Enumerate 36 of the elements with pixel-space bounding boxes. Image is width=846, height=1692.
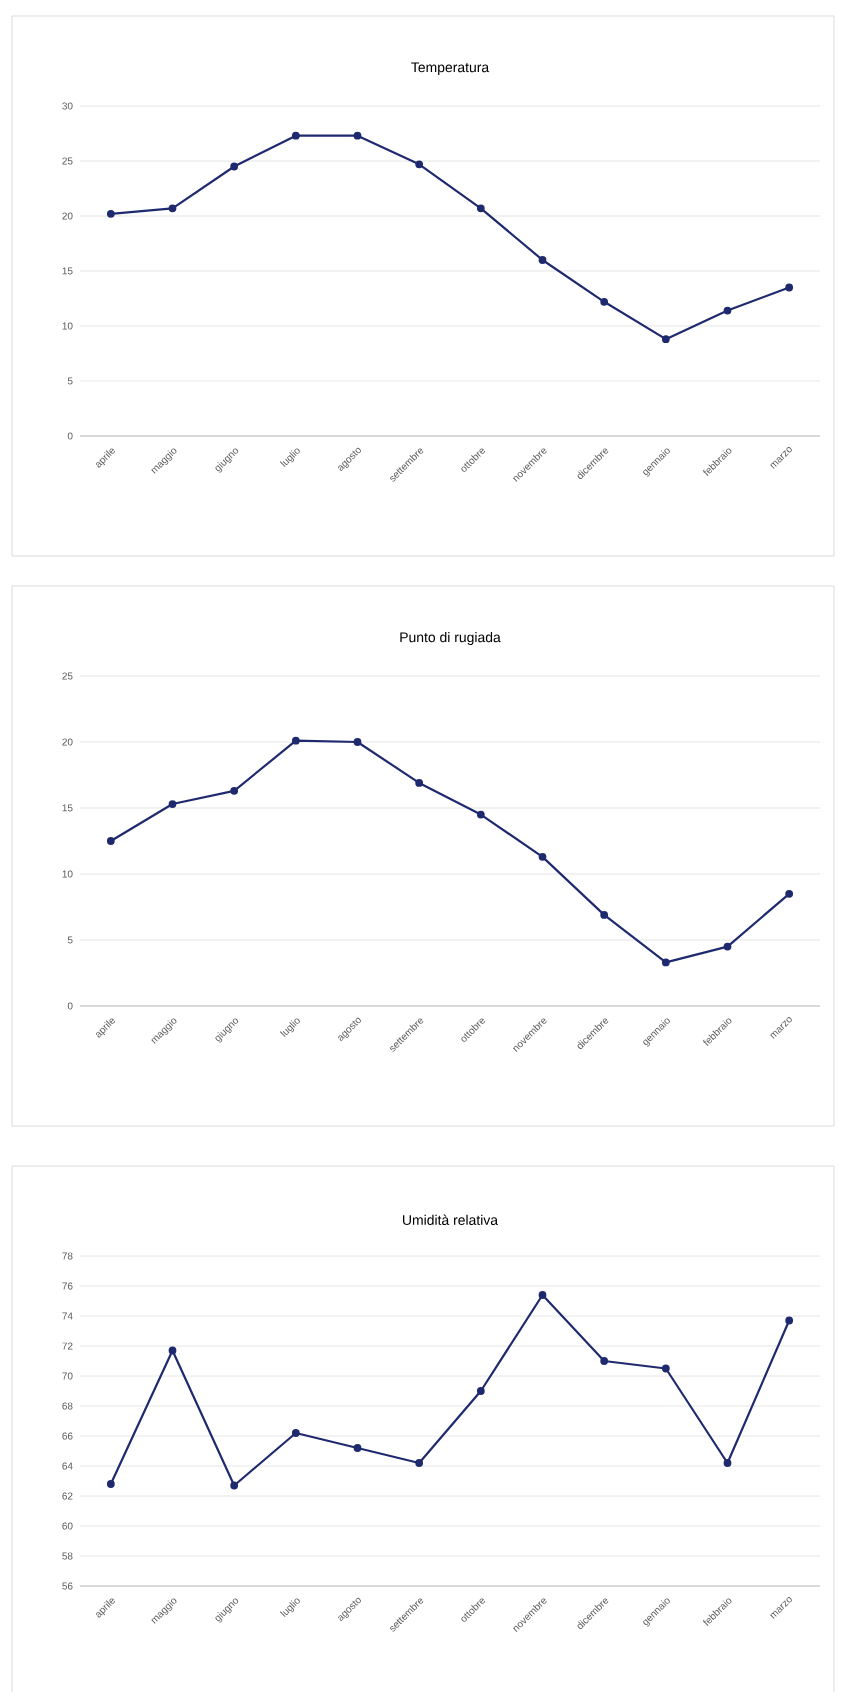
point — [661, 958, 670, 967]
point — [353, 131, 362, 140]
point — [723, 942, 732, 951]
point — [600, 1357, 609, 1365]
point — [661, 1364, 670, 1373]
point — [168, 800, 177, 808]
point — [106, 1480, 115, 1488]
point — [353, 738, 362, 746]
point — [600, 911, 609, 919]
point — [723, 306, 732, 315]
point — [415, 779, 424, 787]
point — [230, 786, 239, 795]
point — [538, 1291, 547, 1299]
point — [476, 810, 485, 819]
point — [291, 131, 300, 140]
point — [785, 889, 794, 898]
point — [106, 209, 115, 218]
point — [230, 1481, 239, 1490]
point — [785, 1316, 794, 1325]
point — [291, 1429, 300, 1437]
point — [353, 1444, 362, 1452]
point — [415, 1459, 424, 1467]
point — [785, 283, 794, 292]
point — [538, 852, 547, 861]
point — [661, 335, 670, 344]
point — [476, 204, 485, 213]
point — [415, 160, 424, 169]
point — [291, 736, 300, 745]
point — [168, 204, 177, 213]
point — [723, 1459, 732, 1467]
point — [600, 297, 609, 306]
point — [168, 1346, 177, 1355]
point — [106, 837, 115, 845]
point — [230, 162, 239, 171]
point — [476, 1387, 485, 1395]
point — [538, 256, 547, 264]
